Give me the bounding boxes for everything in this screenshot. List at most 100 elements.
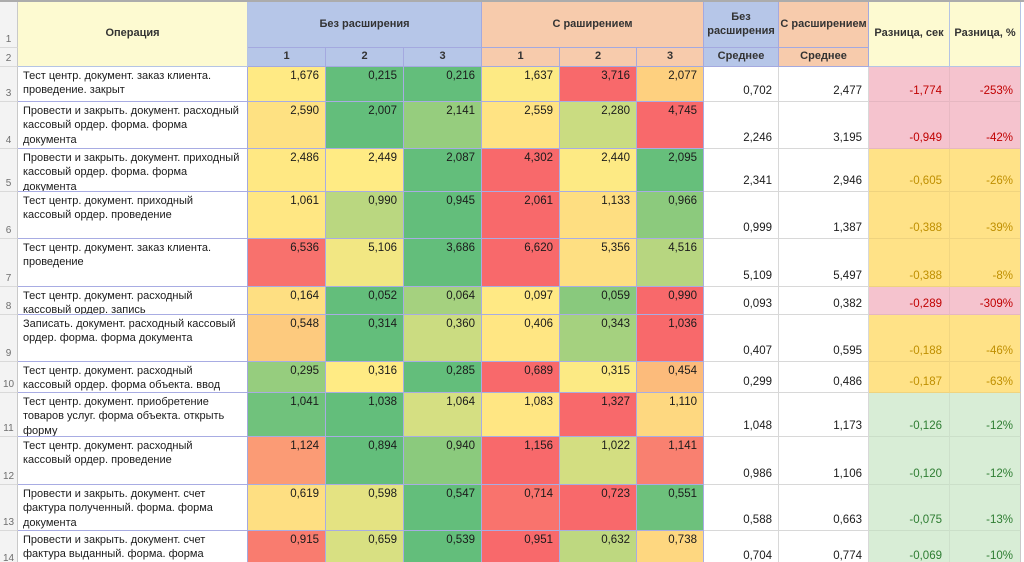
cell-run-value[interactable]: 1,141 bbox=[637, 437, 704, 485]
cell-average-no-ext[interactable]: 0,093 bbox=[704, 287, 779, 315]
cell-operation[interactable]: Тест центр. документ. заказ клиента. про… bbox=[18, 239, 248, 287]
cell-run-value[interactable]: 0,295 bbox=[248, 362, 326, 393]
cell-run-value[interactable]: 2,077 bbox=[637, 67, 704, 102]
row-number[interactable]: 6 bbox=[0, 192, 18, 239]
cell-run-value[interactable]: 0,940 bbox=[404, 437, 482, 485]
cell-average-ext[interactable]: 2,946 bbox=[779, 149, 869, 192]
column-header-diff-percent[interactable]: Разница, % bbox=[950, 2, 1021, 67]
cell-run-value[interactable]: 2,087 bbox=[404, 149, 482, 192]
cell-diff-pct[interactable]: -39% bbox=[950, 192, 1021, 239]
cell-average-no-ext[interactable]: 2,341 bbox=[704, 149, 779, 192]
cell-diff-sec[interactable]: -0,126 bbox=[869, 393, 950, 437]
cell-run-value[interactable]: 6,620 bbox=[482, 239, 560, 287]
cell-diff-pct[interactable]: -12% bbox=[950, 437, 1021, 485]
row-number[interactable]: 13 bbox=[0, 485, 18, 531]
cell-run-value[interactable]: 2,095 bbox=[637, 149, 704, 192]
cell-run-value[interactable]: 6,536 bbox=[248, 239, 326, 287]
cell-operation[interactable]: Провести и закрыть. документ. приходный … bbox=[18, 149, 248, 192]
column-subheader-average-no-ext[interactable]: Среднее bbox=[704, 48, 779, 67]
cell-run-value[interactable]: 1,041 bbox=[248, 393, 326, 437]
column-header-run-3-no-ext[interactable]: 3 bbox=[404, 48, 482, 67]
cell-run-value[interactable]: 5,106 bbox=[326, 239, 404, 287]
cell-run-value[interactable]: 1,156 bbox=[482, 437, 560, 485]
row-number[interactable]: 10 bbox=[0, 362, 18, 393]
cell-run-value[interactable]: 0,539 bbox=[404, 531, 482, 562]
cell-run-value[interactable]: 0,951 bbox=[482, 531, 560, 562]
cell-average-ext[interactable]: 0,663 bbox=[779, 485, 869, 531]
cell-average-ext[interactable]: 2,477 bbox=[779, 67, 869, 102]
cell-run-value[interactable]: 0,714 bbox=[482, 485, 560, 531]
cell-operation[interactable]: Провести и закрыть. документ. счет факту… bbox=[18, 531, 248, 562]
cell-run-value[interactable]: 3,686 bbox=[404, 239, 482, 287]
cell-run-value[interactable]: 1,061 bbox=[248, 192, 326, 239]
column-header-run-2-ext[interactable]: 2 bbox=[560, 48, 637, 67]
cell-average-ext[interactable]: 1,173 bbox=[779, 393, 869, 437]
cell-run-value[interactable]: 0,314 bbox=[326, 315, 404, 362]
cell-run-value[interactable]: 0,738 bbox=[637, 531, 704, 562]
cell-average-no-ext[interactable]: 0,588 bbox=[704, 485, 779, 531]
row-header-2[interactable]: 2 bbox=[0, 48, 18, 67]
cell-operation[interactable]: Тест центр. документ. расходный кассовый… bbox=[18, 362, 248, 393]
cell-diff-pct[interactable]: -309% bbox=[950, 287, 1021, 315]
cell-operation[interactable]: Записать. документ. расходный кассовый о… bbox=[18, 315, 248, 362]
cell-run-value[interactable]: 0,990 bbox=[637, 287, 704, 315]
cell-run-value[interactable]: 1,676 bbox=[248, 67, 326, 102]
cell-average-no-ext[interactable]: 0,299 bbox=[704, 362, 779, 393]
cell-run-value[interactable]: 2,280 bbox=[560, 102, 637, 149]
column-header-avg-no-extension[interactable]: Без расширения bbox=[704, 2, 779, 48]
cell-run-value[interactable]: 2,559 bbox=[482, 102, 560, 149]
cell-run-value[interactable]: 2,449 bbox=[326, 149, 404, 192]
cell-diff-sec[interactable]: -0,949 bbox=[869, 102, 950, 149]
cell-run-value[interactable]: 2,440 bbox=[560, 149, 637, 192]
cell-average-no-ext[interactable]: 5,109 bbox=[704, 239, 779, 287]
cell-run-value[interactable]: 4,302 bbox=[482, 149, 560, 192]
cell-diff-sec[interactable]: -0,388 bbox=[869, 239, 950, 287]
cell-average-no-ext[interactable]: 0,986 bbox=[704, 437, 779, 485]
cell-run-value[interactable]: 0,966 bbox=[637, 192, 704, 239]
row-number[interactable]: 14 bbox=[0, 531, 18, 562]
cell-run-value[interactable]: 0,659 bbox=[326, 531, 404, 562]
cell-run-value[interactable]: 0,548 bbox=[248, 315, 326, 362]
cell-average-ext[interactable]: 1,106 bbox=[779, 437, 869, 485]
cell-diff-pct[interactable]: -13% bbox=[950, 485, 1021, 531]
cell-run-value[interactable]: 0,454 bbox=[637, 362, 704, 393]
row-number[interactable]: 12 bbox=[0, 437, 18, 485]
cell-diff-sec[interactable]: -0,075 bbox=[869, 485, 950, 531]
cell-run-value[interactable]: 0,915 bbox=[248, 531, 326, 562]
cell-run-value[interactable]: 0,894 bbox=[326, 437, 404, 485]
row-header-1[interactable]: 1 bbox=[0, 2, 18, 48]
column-header-run-2-no-ext[interactable]: 2 bbox=[326, 48, 404, 67]
cell-run-value[interactable]: 4,516 bbox=[637, 239, 704, 287]
cell-run-value[interactable]: 0,360 bbox=[404, 315, 482, 362]
cell-run-value[interactable]: 0,598 bbox=[326, 485, 404, 531]
row-number[interactable]: 8 bbox=[0, 287, 18, 315]
column-group-extension[interactable]: С раширением bbox=[482, 2, 704, 48]
cell-run-value[interactable]: 1,064 bbox=[404, 393, 482, 437]
cell-operation[interactable]: Тест центр. документ. расходный кассовый… bbox=[18, 437, 248, 485]
cell-run-value[interactable]: 0,619 bbox=[248, 485, 326, 531]
cell-diff-pct[interactable]: -8% bbox=[950, 239, 1021, 287]
column-header-run-3-ext[interactable]: 3 bbox=[637, 48, 704, 67]
cell-diff-sec[interactable]: -0,605 bbox=[869, 149, 950, 192]
cell-average-ext[interactable]: 0,774 bbox=[779, 531, 869, 562]
cell-operation[interactable]: Тест центр. документ. расходный кассовый… bbox=[18, 287, 248, 315]
row-number[interactable]: 4 bbox=[0, 102, 18, 149]
cell-operation[interactable]: Тест центр. документ. приобретение товар… bbox=[18, 393, 248, 437]
cell-run-value[interactable]: 1,110 bbox=[637, 393, 704, 437]
cell-run-value[interactable]: 0,285 bbox=[404, 362, 482, 393]
cell-run-value[interactable]: 0,551 bbox=[637, 485, 704, 531]
cell-run-value[interactable]: 0,064 bbox=[404, 287, 482, 315]
cell-run-value[interactable]: 0,343 bbox=[560, 315, 637, 362]
cell-run-value[interactable]: 1,124 bbox=[248, 437, 326, 485]
cell-run-value[interactable]: 2,590 bbox=[248, 102, 326, 149]
cell-run-value[interactable]: 3,716 bbox=[560, 67, 637, 102]
column-subheader-average-ext[interactable]: Среднее bbox=[779, 48, 869, 67]
cell-run-value[interactable]: 1,327 bbox=[560, 393, 637, 437]
cell-average-ext[interactable]: 0,382 bbox=[779, 287, 869, 315]
cell-run-value[interactable]: 1,038 bbox=[326, 393, 404, 437]
cell-diff-sec[interactable]: -0,388 bbox=[869, 192, 950, 239]
cell-diff-sec[interactable]: -0,069 bbox=[869, 531, 950, 562]
cell-run-value[interactable]: 1,083 bbox=[482, 393, 560, 437]
cell-run-value[interactable]: 0,315 bbox=[560, 362, 637, 393]
cell-average-ext[interactable]: 1,387 bbox=[779, 192, 869, 239]
